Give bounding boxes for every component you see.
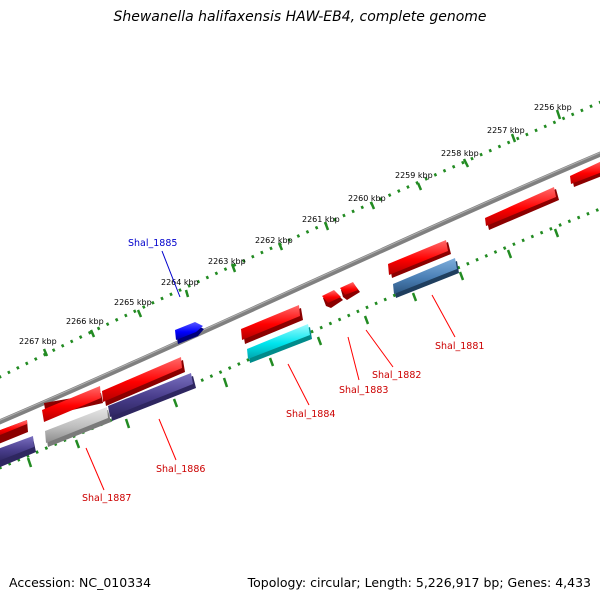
genome-backbone [0,151,600,425]
leader-shal-1883 [347,336,360,381]
gene-label-shal-1882[interactable]: Shal_1882 [372,370,421,381]
leader-shal-1884 [287,363,310,406]
tick-label-2265: 2265 kbp [114,298,152,307]
leader-shal-1882 [365,329,394,368]
tick-label-2263: 2263 kbp [208,257,246,266]
tick-label-2261: 2261 kbp [302,215,340,224]
outer-major-ticks [42,109,562,357]
tick-labels: 2256 kbp 2257 kbp 2258 kbp 2259 kbp 2260… [19,103,572,346]
leader-shal-1881 [431,294,456,338]
gene-label-shal-1887[interactable]: Shal_1887 [82,493,131,504]
inner-major-ticks [26,228,560,468]
tick-label-2266: 2266 kbp [66,317,104,326]
tick-label-2267: 2267 kbp [19,337,57,346]
label-leaders [85,250,456,491]
gene-arrow-red[interactable] [42,386,103,422]
gene-label-shal-1881[interactable]: Shal_1881 [435,341,484,352]
tick-label-2260: 2260 kbp [348,194,386,203]
gene-label-shal-1886[interactable]: Shal_1886 [156,464,205,475]
gene-label-shal-1883[interactable]: Shal_1883 [339,385,388,396]
gene-arrow-shal-1882[interactable] [340,282,360,300]
backbone-highlight [0,152,600,421]
tick-label-2259: 2259 kbp [395,171,433,180]
leader-shal-1886 [158,418,177,461]
gene-arrow-red[interactable] [388,240,451,278]
gene-arrow-shal-1881[interactable] [393,258,459,298]
gene-label-shal-1885[interactable]: Shal_1885 [128,238,177,249]
gene-label-shal-1884[interactable]: Shal_1884 [286,409,335,420]
gene-arrow-red[interactable] [0,420,28,445]
tick-label-2257: 2257 kbp [487,126,525,135]
tick-label-2258: 2258 kbp [441,149,479,158]
gene-arrow-red[interactable] [570,160,600,187]
gene-arrow-red[interactable] [102,357,185,406]
gene-arrow-red[interactable] [485,187,559,230]
gene-arrow-shal-1883[interactable] [322,290,343,308]
leader-shal-1885 [161,250,181,298]
tick-label-2262: 2262 kbp [255,236,293,245]
accession-text: Accession: NC_010334 [9,575,152,590]
outer-tick-ring [0,100,600,379]
gene-arrow-navy[interactable] [0,436,36,468]
tick-label-2264: 2264 kbp [161,278,199,287]
gene-arrow-shal-1885[interactable] [175,322,204,344]
gene-arrow-red[interactable] [241,305,303,344]
gene-arrow-shal-1887[interactable] [45,407,111,447]
genome-summary-text: Topology: circular; Length: 5,226,917 bp… [247,575,591,590]
gene-arrow-shal-1884[interactable] [247,324,312,363]
gene-features [0,160,600,468]
map-title: Shewanella halifaxensis HAW-EB4, complet… [113,9,487,25]
tick-label-2256: 2256 kbp [534,103,572,112]
gene-arrow-shal-1886[interactable] [108,373,196,421]
leader-shal-1887 [85,447,105,491]
gene-labels: Shal_1881 Shal_1882 Shal_1883 Shal_1884 … [82,238,484,504]
